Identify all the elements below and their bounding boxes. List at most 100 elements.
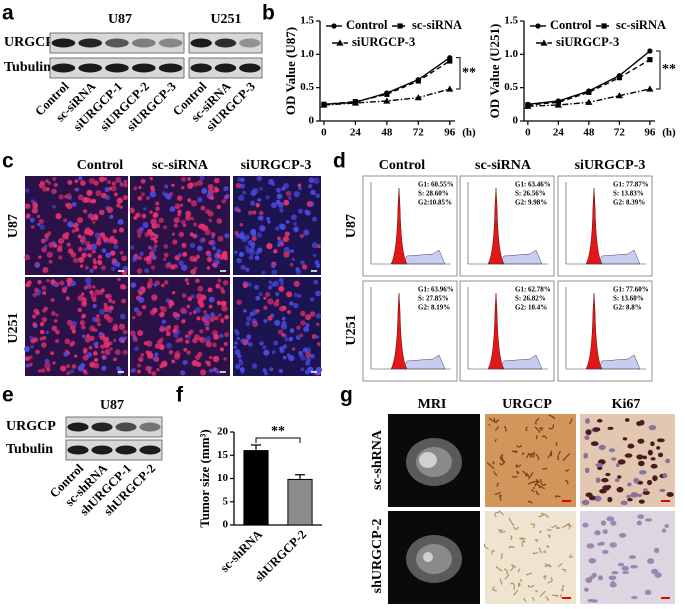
nucleus — [41, 186, 47, 192]
nucleus — [210, 312, 215, 317]
nucleus — [173, 217, 180, 224]
nucleus — [42, 267, 49, 274]
nucleus — [269, 367, 274, 372]
blot-band — [239, 63, 261, 73]
nucleus — [206, 250, 211, 255]
nucleus — [92, 265, 98, 270]
blot-band — [158, 38, 183, 48]
nucleus — [158, 217, 164, 224]
ihc-stain — [493, 471, 498, 476]
nucleus — [310, 353, 315, 359]
nucleus — [77, 217, 84, 224]
ihc-stain — [539, 590, 546, 598]
nucleus — [119, 205, 123, 209]
nucleus — [119, 227, 125, 233]
ihc-nucleus — [666, 491, 674, 497]
ihc-nucleus — [657, 452, 664, 458]
nucleus — [190, 216, 195, 221]
ihc-nucleus — [594, 495, 602, 502]
blot-band — [132, 38, 156, 48]
nucleus — [181, 319, 186, 324]
nucleus — [87, 253, 92, 258]
nucleus — [221, 305, 228, 312]
nucleus — [94, 344, 99, 349]
nucleus — [265, 291, 271, 298]
ihc-stain — [547, 577, 553, 584]
nucleus — [206, 256, 213, 263]
nucleus — [41, 285, 47, 291]
ihc-nucleus — [638, 499, 645, 504]
nucleus — [110, 185, 117, 192]
tumor — [419, 452, 437, 468]
nucleus — [216, 218, 223, 224]
nucleus — [207, 287, 213, 293]
nucleus — [41, 316, 48, 323]
nucleus — [197, 197, 203, 203]
nucleus — [84, 265, 89, 270]
nucleus — [193, 182, 199, 187]
nucleus — [107, 180, 112, 185]
ihc-stain — [510, 564, 517, 569]
nucleus — [175, 338, 180, 343]
nucleus — [197, 180, 203, 186]
nucleus — [235, 331, 240, 336]
legend-label: siURGCP-3 — [556, 35, 619, 49]
nucleus — [249, 200, 256, 206]
nucleus — [63, 218, 68, 223]
nucleus — [173, 263, 178, 269]
nucleus — [273, 249, 278, 254]
nucleus — [109, 250, 116, 256]
panel-letter: b — [262, 2, 275, 25]
nucleus — [280, 323, 287, 330]
nucleus — [80, 180, 86, 186]
nucleus — [177, 209, 182, 214]
ihc-nucleus — [642, 490, 650, 495]
nucleus — [217, 278, 222, 283]
nucleus — [50, 297, 55, 303]
nucleus — [145, 255, 152, 262]
nucleus — [315, 193, 321, 199]
nucleus — [273, 300, 280, 307]
nucleus — [130, 330, 136, 336]
error-bar — [295, 474, 305, 480]
nucleus — [288, 196, 292, 200]
nucleus — [32, 322, 37, 327]
nucleus — [149, 309, 156, 316]
nucleus — [53, 182, 58, 188]
nucleus — [243, 309, 247, 313]
nucleus — [213, 258, 220, 265]
nucleus — [165, 194, 172, 200]
nucleus — [30, 199, 35, 204]
ihc-stain — [500, 553, 503, 560]
nucleus — [119, 250, 124, 255]
nucleus — [242, 338, 249, 346]
g1-peak — [487, 292, 505, 370]
ihc-nucleus — [584, 418, 591, 424]
nucleus — [132, 316, 136, 320]
ihc-nucleus — [638, 460, 645, 467]
ihc-stain — [532, 551, 539, 555]
cell-cycle-stat: G2: 9.98% — [515, 199, 547, 207]
ihc-stain — [503, 426, 507, 432]
ihc-nucleus — [602, 485, 611, 491]
x-tick-label: 0 — [525, 127, 531, 139]
ihc-nucleus — [586, 543, 595, 549]
g1-peak — [585, 292, 603, 370]
nucleus — [296, 325, 301, 331]
nucleus — [257, 198, 262, 202]
cell-cycle-stat: G2:10.85% — [418, 199, 452, 207]
nucleus — [257, 216, 262, 220]
nucleus — [271, 350, 276, 354]
nucleus — [282, 344, 288, 349]
ihc-nucleus — [626, 494, 632, 499]
nucleus — [118, 323, 126, 330]
legend-marker — [540, 39, 548, 46]
nucleus — [224, 314, 229, 320]
nucleus — [236, 299, 242, 305]
nucleus — [108, 341, 113, 346]
nucleus — [135, 212, 141, 218]
nucleus — [86, 333, 90, 338]
nucleus — [173, 223, 179, 228]
ihc-stain — [545, 595, 550, 601]
nucleus — [46, 367, 51, 372]
